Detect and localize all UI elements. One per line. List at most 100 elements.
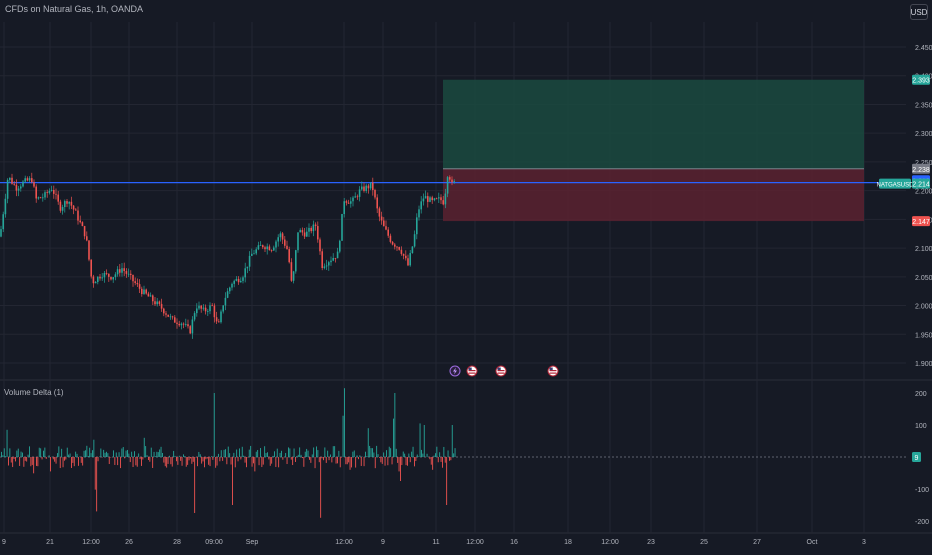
candle-body (370, 182, 372, 188)
currency-button[interactable]: USD (910, 4, 928, 20)
delta-bar (394, 393, 395, 457)
us-flag-event-icon[interactable] (496, 366, 506, 376)
delta-bar (105, 453, 106, 457)
us-flag-event-icon[interactable] (467, 366, 477, 376)
candle (258, 242, 260, 250)
delta-bar (357, 455, 358, 457)
us-flag-event-icon[interactable] (548, 366, 558, 376)
flag-canton (469, 368, 472, 371)
delta-bar (39, 448, 40, 457)
delta-bar (40, 448, 41, 457)
candle (269, 244, 271, 250)
candle-body (328, 262, 330, 265)
candle (165, 311, 167, 318)
candle-body (255, 249, 257, 253)
candle (2, 212, 4, 232)
candle-body (57, 195, 59, 202)
delta-bar (138, 453, 139, 457)
candle-body (264, 247, 266, 249)
candle-body (293, 271, 295, 280)
price-tick-label: 2.050 (915, 275, 932, 282)
candle-body (178, 324, 180, 325)
candle (7, 178, 9, 203)
lightning-event-icon[interactable] (450, 366, 460, 376)
candle-body (418, 209, 420, 217)
candle (381, 212, 383, 225)
candle-body (55, 194, 57, 195)
delta-bar (446, 457, 447, 505)
candle (328, 261, 330, 271)
delta-bar (43, 451, 44, 457)
delta-bar (145, 446, 146, 457)
candle-body (379, 208, 381, 216)
candle (427, 192, 429, 207)
candle (412, 246, 414, 254)
delta-bar (19, 457, 20, 466)
delta-bar (431, 457, 432, 465)
delta-bar (376, 446, 377, 457)
time-tick-label: 21 (46, 539, 54, 546)
delta-bar (130, 457, 131, 462)
delta-bar (274, 451, 275, 457)
candle-body (282, 233, 284, 239)
price-tick-label: 2.450 (915, 45, 932, 52)
candle (198, 302, 200, 310)
delta-bar (432, 457, 433, 470)
delta-bar (9, 448, 10, 457)
delta-bar (15, 457, 16, 461)
candle-body (181, 324, 183, 326)
candle (73, 205, 75, 214)
candle-body (86, 236, 88, 240)
candle (324, 263, 326, 269)
delta-bar (257, 450, 258, 457)
delta-bar (70, 453, 71, 457)
candle-body (194, 313, 196, 319)
delta-bar (232, 457, 233, 505)
candle (392, 241, 394, 245)
candle-body (132, 275, 134, 281)
candle (189, 325, 191, 334)
delta-bar (203, 457, 204, 461)
candle (33, 179, 35, 187)
candle (354, 192, 356, 197)
candle-body (304, 232, 306, 236)
candle (317, 221, 319, 242)
delta-bar (37, 457, 38, 466)
delta-bar (243, 456, 244, 457)
candle-body (121, 268, 123, 273)
delta-bar (36, 457, 37, 466)
delta-bar (452, 425, 453, 457)
delta-bar (348, 457, 349, 462)
candle (161, 299, 163, 312)
candle (357, 195, 359, 200)
candle-body (46, 192, 48, 193)
candle-body (233, 281, 235, 284)
delta-bar (392, 457, 393, 464)
candle-body (381, 217, 383, 221)
delta-bar (238, 457, 239, 461)
candle (187, 320, 189, 329)
stop-loss-zone (443, 169, 864, 221)
candle (277, 234, 279, 246)
candle (53, 186, 55, 199)
delta-bar (400, 457, 401, 481)
delta-bar (156, 452, 157, 457)
candle (398, 247, 400, 251)
delta-bar (64, 457, 65, 461)
candle-body (394, 245, 396, 247)
candle-body (156, 301, 158, 304)
candle-body (29, 178, 31, 180)
delta-bar (86, 446, 87, 457)
candle-body (442, 200, 444, 204)
delta-bar (123, 447, 124, 457)
candle (385, 221, 387, 231)
candle (77, 206, 79, 224)
candle (150, 292, 152, 296)
delta-tick-label: -200 (915, 519, 929, 526)
delta-bar (341, 457, 342, 458)
delta-bar (315, 457, 316, 468)
candle-body (431, 197, 433, 200)
candle (438, 193, 440, 203)
delta-bar (68, 455, 69, 457)
